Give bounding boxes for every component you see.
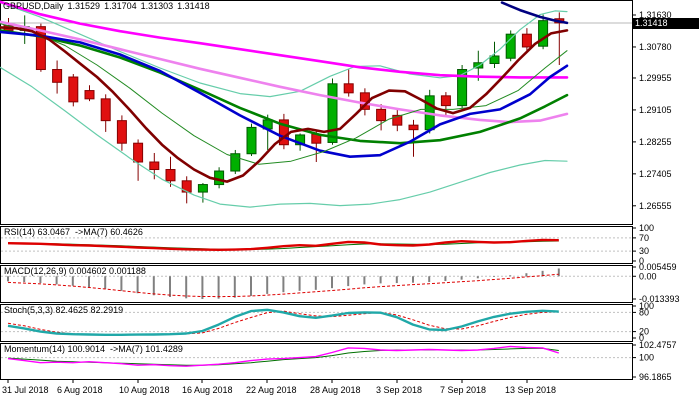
date-label: 22 Aug 2018 [246,385,297,395]
axis-label: 80 [639,307,649,317]
candle-body [295,134,306,146]
candle-body [505,33,516,59]
sma-plum-line [0,20,569,124]
sma-navy-line [500,1,569,25]
date-label: 10 Aug 2018 [119,385,170,395]
axis-label: -0.013393 [639,294,680,304]
candle-body [343,83,354,94]
candle-body [116,120,127,144]
candle-body [440,95,451,107]
axis-label: 100 [639,223,654,233]
candle-body [68,76,79,103]
stoch-panel-header: Stoch(5,3,3) 82.4625 82.2919 [4,305,124,315]
axis-label: 20 [639,327,649,337]
candle-body [52,69,63,83]
low-value: 1.31303 [140,1,174,11]
candle-body [133,142,144,163]
bollinger-mid-line [0,23,568,165]
open-value: 1.31529 [67,1,101,11]
axis-label: 70 [639,233,649,243]
rsi-panel-header: RSI(14) 63.0467 ->MA(7) 60.4626 [4,227,143,237]
candle-body [392,114,403,126]
date-label: 3 Sep 2018 [376,385,422,395]
candle-body [521,33,532,48]
axis-label: 1.29955 [639,73,672,83]
sma-magenta-line [0,0,569,79]
axis-label: 1.26555 [639,201,672,211]
date-label: 28 Aug 2018 [310,385,361,395]
date-label: 13 Sep 2018 [505,385,556,395]
axis-label: 1.28255 [639,137,672,147]
candle-body [408,124,419,131]
chart-title: GBPUSD,Daily 1.31529 1.31704 1.31303 1.31418 [3,1,214,11]
axis-label: 30 [639,246,649,256]
panel-frame [0,343,633,380]
candle-body [230,153,241,172]
candle-body [489,55,500,64]
date-label: 6 Aug 2018 [57,385,103,395]
candle-body [538,20,549,47]
axis-label: 0 [639,256,644,266]
candle-body [197,184,208,193]
axis-label: 1.27405 [639,169,672,179]
candle-body [457,69,468,107]
candle-body [100,98,111,122]
date-label: 7 Sep 2018 [440,385,486,395]
candle-body [149,161,160,171]
macd-signal-line [7,273,559,298]
axis-label: 100 [639,301,654,311]
momentum-panel-header: Momentum(14) 100.9014 ->MA(7) 101.4289 [4,344,183,354]
stoch-main-line [7,308,559,336]
candle-body [84,90,95,100]
axis-label: 0 [639,333,644,343]
axis-label: 102.4757 [639,340,677,350]
candle-body [246,126,257,155]
axis-label: 1.30780 [639,42,672,52]
axis-label: 100 [639,353,654,363]
symbol-period-label: GBPUSD,Daily [3,1,64,11]
axis-label: 0.005459 [639,262,677,272]
axis-label: 0.00 [639,271,657,281]
close-value: 1.31418 [177,1,210,11]
candle-body [214,170,225,186]
candle-body [165,169,176,182]
axis-label: 1.29105 [639,105,672,115]
macd-panel-header: MACD(12,26,9) 0.004602 0.001188 [4,266,146,276]
ma-maroon-line [0,26,569,183]
date-label: 31 Jul 2018 [2,385,49,395]
axis-label: 1.31630 [639,10,672,20]
candle-body [35,26,46,71]
axis-label: 96.1865 [639,372,672,382]
panel-frame [0,0,633,225]
rsi-line [7,238,559,252]
bollinger-lower-line [0,66,568,208]
candle-body [376,108,387,122]
date-label: 16 Aug 2018 [182,385,233,395]
candle-body [327,83,338,143]
high-value: 1.31704 [104,1,137,11]
momentum-line [7,345,560,367]
current-price-badge: 1.31418 [633,18,699,29]
sma-blue-line [0,30,569,158]
